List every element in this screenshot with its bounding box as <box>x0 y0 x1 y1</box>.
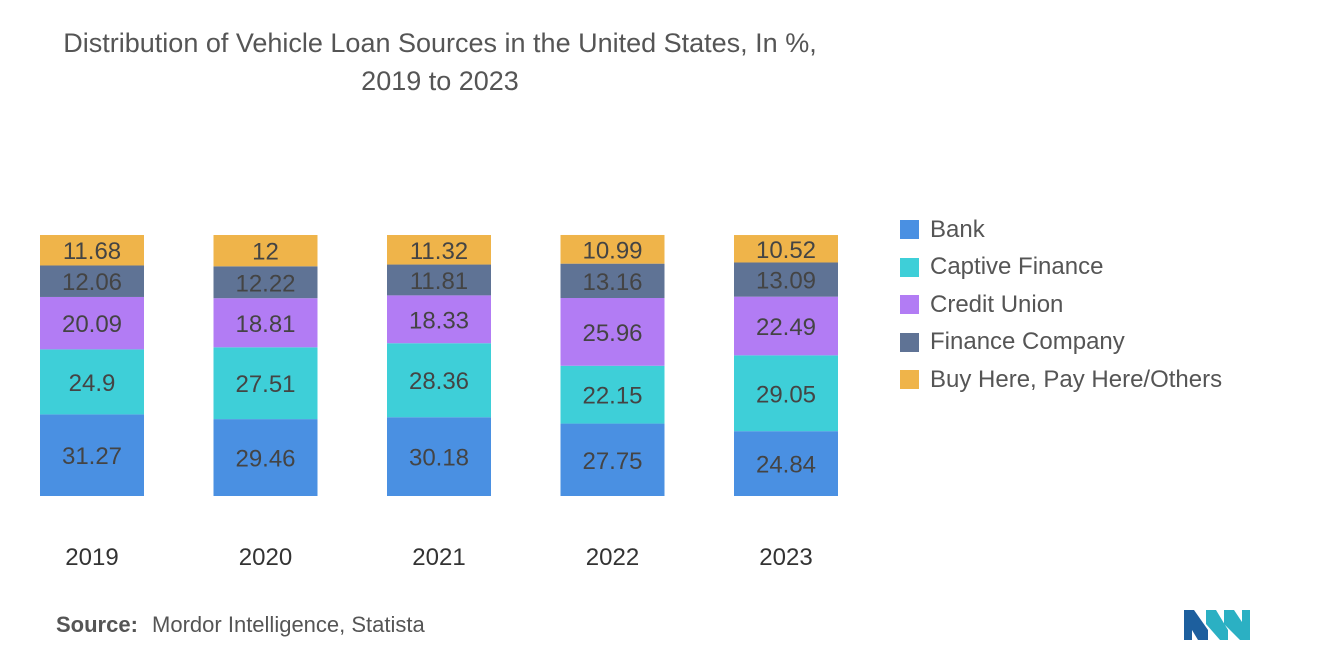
data-label-buy-here-pay-here-others-2023: 10.52 <box>756 237 816 264</box>
legend-swatch-captive-finance <box>900 257 919 277</box>
data-label-captive-finance-2021: 28.36 <box>409 368 469 395</box>
data-label-finance-company-2021: 11.81 <box>410 268 468 295</box>
data-label-credit-union-2022: 25.96 <box>582 320 642 347</box>
bar-segment-buy-here-pay-here-others-2023 <box>734 235 838 263</box>
data-label-captive-finance-2020: 27.51 <box>235 371 295 398</box>
data-label-bank-2022: 27.75 <box>582 448 642 475</box>
legend-label-buy-here-pay-here-others: Buy Here, Pay Here/Others <box>930 365 1223 393</box>
source-note: Source: Mordor Intelligence, Statista <box>56 612 425 638</box>
legend-swatch-credit-union <box>900 295 919 315</box>
data-label-buy-here-pay-here-others-2019: 11.68 <box>63 238 121 265</box>
data-label-captive-finance-2022: 22.15 <box>582 383 642 410</box>
legend-item-credit-union: Credit Union <box>900 286 1222 324</box>
bar-segment-captive-finance-2021 <box>387 343 491 418</box>
x-tick-label-2019: 2019 <box>65 544 118 571</box>
bar-segment-buy-here-pay-here-others-2020 <box>213 235 318 267</box>
legend-label-captive-finance: Captive Finance <box>930 253 1104 281</box>
chart-title: Distribution of Vehicle Loan Sources in … <box>0 24 880 100</box>
source-label: Source: <box>56 612 138 637</box>
bar-segment-bank-2023 <box>734 431 838 496</box>
legend-swatch-buy-here-pay-here-others <box>900 370 919 390</box>
legend-swatch-finance-company <box>900 332 919 352</box>
bar-segment-captive-finance-2019 <box>40 349 144 415</box>
bar-segment-credit-union-2021 <box>387 295 491 344</box>
bar-segment-credit-union-2022 <box>560 298 665 366</box>
legend-item-bank: Bank <box>900 211 1222 249</box>
bar-segment-bank-2022 <box>560 423 665 496</box>
bar-segment-captive-finance-2023 <box>734 355 838 432</box>
data-label-captive-finance-2019: 24.9 <box>69 370 116 397</box>
bar-segment-finance-company-2021 <box>387 264 491 296</box>
bar-segment-buy-here-pay-here-others-2019 <box>40 235 144 266</box>
data-label-credit-union-2021: 18.33 <box>409 307 469 334</box>
data-label-finance-company-2023: 13.09 <box>756 268 816 295</box>
bar-segment-finance-company-2020 <box>213 266 318 299</box>
bar-segment-bank-2020 <box>213 419 318 496</box>
bar-segment-finance-company-2022 <box>560 263 665 299</box>
bar-segment-buy-here-pay-here-others-2021 <box>387 235 491 265</box>
data-label-credit-union-2019: 20.09 <box>62 311 122 338</box>
data-label-finance-company-2019: 12.06 <box>62 269 122 296</box>
legend-label-bank: Bank <box>930 215 985 243</box>
bar-segment-finance-company-2019 <box>40 265 144 297</box>
bar-segment-bank-2019 <box>40 414 144 496</box>
x-tick-label-2021: 2021 <box>412 544 465 571</box>
mordor-intelligence-logo-icon <box>1184 610 1250 640</box>
legend-item-finance-company: Finance Company <box>900 324 1222 362</box>
legend-label-credit-union: Credit Union <box>930 290 1064 318</box>
chart-title-line-1: Distribution of Vehicle Loan Sources in … <box>63 28 817 58</box>
chart-title-line-2: 2019 to 2023 <box>361 66 519 96</box>
bar-segment-credit-union-2019 <box>40 296 144 350</box>
bar-segment-buy-here-pay-here-others-2022 <box>560 234 665 264</box>
bar-segment-finance-company-2023 <box>734 262 838 297</box>
legend-item-captive-finance: Captive Finance <box>900 249 1222 287</box>
data-label-finance-company-2020: 12.22 <box>235 270 295 297</box>
stacked-bar-chart: 31.27 24.9 20.09 12.06 11.68 2019 29.46 27.51 18… <box>40 234 838 571</box>
x-tick-label-2022: 2022 <box>586 544 639 571</box>
chart-legend: Bank Captive Finance Credit Union Finance C… <box>900 211 1222 399</box>
legend-swatch-bank <box>900 220 919 240</box>
x-tick-label-2023: 2023 <box>759 544 812 571</box>
data-label-credit-union-2023: 22.49 <box>756 314 816 341</box>
bar-segment-captive-finance-2022 <box>560 365 665 424</box>
data-label-bank-2019: 31.27 <box>62 443 122 470</box>
bar-segment-credit-union-2020 <box>213 298 318 348</box>
data-label-buy-here-pay-here-others-2020: 12 <box>252 239 279 266</box>
source-text: Mordor Intelligence, Statista <box>152 612 425 637</box>
bar-segment-captive-finance-2020 <box>213 347 318 420</box>
data-label-buy-here-pay-here-others-2021: 11.32 <box>410 238 468 265</box>
data-label-bank-2021: 30.18 <box>409 445 469 472</box>
data-label-finance-company-2022: 13.16 <box>582 269 642 296</box>
bar-segment-bank-2021 <box>387 417 491 496</box>
data-label-bank-2020: 29.46 <box>235 446 295 473</box>
x-tick-label-2020: 2020 <box>239 544 292 571</box>
data-label-buy-here-pay-here-others-2022: 10.99 <box>582 237 642 264</box>
data-label-bank-2023: 24.84 <box>756 452 816 479</box>
data-label-captive-finance-2023: 29.05 <box>756 381 816 408</box>
legend-label-finance-company: Finance Company <box>930 328 1125 356</box>
data-label-credit-union-2020: 18.81 <box>235 311 295 338</box>
legend-item-buy-here-pay-here-others: Buy Here, Pay Here/Others <box>900 361 1222 399</box>
bar-segment-credit-union-2023 <box>734 296 838 356</box>
